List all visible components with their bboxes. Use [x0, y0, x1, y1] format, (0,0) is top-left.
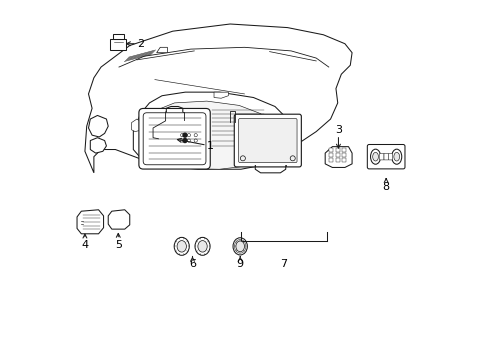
- Bar: [335, 158, 339, 162]
- FancyBboxPatch shape: [234, 114, 301, 167]
- Text: 6: 6: [189, 256, 196, 269]
- Bar: [328, 148, 333, 152]
- Text: 8: 8: [382, 179, 389, 192]
- Text: 4: 4: [81, 234, 88, 249]
- PathPatch shape: [131, 119, 142, 132]
- Ellipse shape: [370, 149, 380, 164]
- PathPatch shape: [133, 92, 290, 169]
- PathPatch shape: [325, 147, 351, 167]
- Text: 5: 5: [115, 233, 122, 249]
- Bar: [335, 153, 339, 157]
- Text: 7: 7: [280, 259, 287, 269]
- FancyBboxPatch shape: [366, 144, 404, 169]
- Bar: [341, 158, 346, 162]
- Bar: [335, 148, 339, 152]
- PathPatch shape: [156, 47, 167, 53]
- Ellipse shape: [391, 149, 401, 164]
- PathPatch shape: [214, 92, 228, 98]
- PathPatch shape: [85, 24, 351, 173]
- Circle shape: [183, 139, 186, 143]
- PathPatch shape: [90, 138, 106, 153]
- FancyBboxPatch shape: [379, 153, 383, 160]
- FancyBboxPatch shape: [238, 118, 296, 163]
- Ellipse shape: [198, 240, 207, 252]
- FancyBboxPatch shape: [139, 108, 210, 169]
- Circle shape: [183, 133, 186, 137]
- FancyBboxPatch shape: [112, 34, 124, 40]
- PathPatch shape: [142, 101, 276, 169]
- Ellipse shape: [177, 240, 186, 252]
- Ellipse shape: [235, 241, 244, 252]
- Text: 9: 9: [236, 256, 243, 269]
- Text: 2: 2: [126, 39, 144, 49]
- PathPatch shape: [88, 116, 108, 137]
- Bar: [341, 153, 346, 157]
- Ellipse shape: [233, 238, 247, 255]
- Text: 1: 1: [177, 138, 213, 151]
- Ellipse shape: [393, 152, 399, 161]
- Ellipse shape: [195, 237, 210, 255]
- Bar: [328, 158, 333, 162]
- Ellipse shape: [174, 237, 189, 255]
- PathPatch shape: [278, 130, 287, 140]
- FancyBboxPatch shape: [387, 153, 392, 160]
- Bar: [328, 153, 333, 157]
- FancyBboxPatch shape: [110, 40, 126, 50]
- FancyBboxPatch shape: [143, 113, 205, 165]
- PathPatch shape: [77, 210, 103, 234]
- Text: 3: 3: [334, 125, 341, 148]
- Ellipse shape: [372, 152, 378, 161]
- FancyBboxPatch shape: [383, 153, 387, 160]
- PathPatch shape: [108, 210, 129, 229]
- Bar: [341, 148, 346, 152]
